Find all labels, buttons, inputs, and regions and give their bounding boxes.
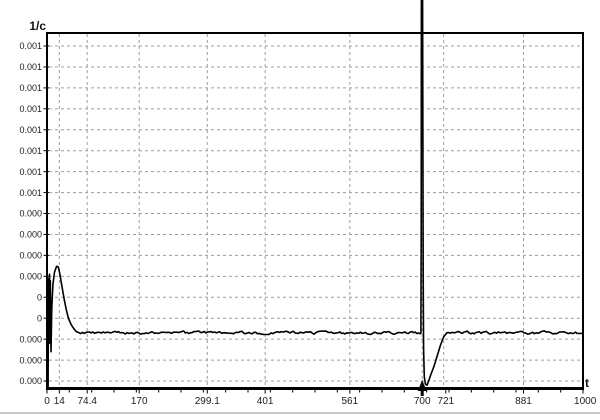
y-tick-label: 0.000 <box>19 334 42 344</box>
x-tick-label: 561 <box>341 396 358 407</box>
y-tick-label: 0.001 <box>19 167 42 177</box>
y-tick-label: 0 <box>37 313 42 323</box>
x-tick-label: 170 <box>131 396 148 407</box>
y-tick-label: 0.001 <box>19 62 42 72</box>
x-tick-label: 74.4 <box>77 396 97 407</box>
x-tick-label: 401 <box>257 396 274 407</box>
y-tick-label: 0.000 <box>19 230 42 240</box>
y-tick-label: 0.001 <box>19 104 42 114</box>
x-tick-label: 881 <box>515 396 532 407</box>
injection-marker-up-arrow-icon <box>417 380 427 396</box>
bottom-divider <box>0 412 600 414</box>
y-tick-label: 0.000 <box>19 209 42 219</box>
y-tick-label: 0.001 <box>19 146 42 156</box>
y-tick-label: 0.000 <box>19 355 42 365</box>
y-tick-label: 0.001 <box>19 188 42 198</box>
plot-frame <box>46 32 584 390</box>
y-axis-title: 1/c <box>29 19 46 33</box>
y-tick-label: 0.001 <box>19 83 42 93</box>
y-tick-label: 0.000 <box>19 376 42 386</box>
x-tick-label: 700 <box>414 396 431 407</box>
y-tick-label: 0.001 <box>19 125 42 135</box>
x-tick-label: 0 <box>44 396 50 407</box>
x-tick-label: 299.1 <box>195 396 220 407</box>
signal-curve <box>47 0 584 389</box>
x-axis-title: t <box>585 376 589 390</box>
y-tick-label: 0 <box>37 292 42 302</box>
y-tick-label: 0.000 <box>19 272 42 282</box>
y-tick-label: 0.001 <box>19 41 42 51</box>
x-tick-label: 721 <box>437 396 454 407</box>
x-tick-label: 1000 <box>574 396 597 407</box>
y-tick-label: 0.000 <box>19 251 42 261</box>
x-tick-label: 14 <box>54 396 66 407</box>
